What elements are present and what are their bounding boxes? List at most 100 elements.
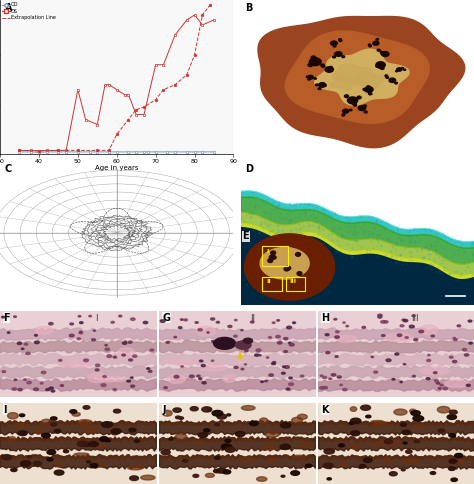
Ellipse shape <box>259 418 268 424</box>
Point <box>384 236 392 243</box>
Circle shape <box>343 109 348 113</box>
Circle shape <box>211 340 214 342</box>
Circle shape <box>384 439 392 444</box>
Point <box>299 222 307 230</box>
Point <box>377 242 385 249</box>
Circle shape <box>382 334 385 336</box>
Point <box>310 205 318 212</box>
Circle shape <box>175 416 181 419</box>
Circle shape <box>198 329 202 331</box>
Point <box>260 207 268 215</box>
Circle shape <box>47 450 56 454</box>
Point <box>420 255 428 263</box>
Circle shape <box>24 343 28 345</box>
Circle shape <box>150 349 154 351</box>
Point <box>396 251 404 258</box>
Circle shape <box>21 461 31 466</box>
Ellipse shape <box>96 445 105 448</box>
Point <box>353 237 361 244</box>
Point <box>299 231 306 239</box>
Ellipse shape <box>96 461 103 468</box>
Point <box>271 205 279 212</box>
Circle shape <box>80 331 82 333</box>
Circle shape <box>369 45 372 47</box>
Point <box>461 250 468 257</box>
Point <box>312 218 319 226</box>
Ellipse shape <box>128 466 143 470</box>
Point <box>259 212 267 220</box>
Point <box>296 230 303 238</box>
Circle shape <box>346 325 348 327</box>
Text: A: A <box>5 3 12 13</box>
Point <box>365 249 373 257</box>
Circle shape <box>327 478 331 480</box>
Circle shape <box>204 429 210 432</box>
Ellipse shape <box>445 380 468 387</box>
Circle shape <box>133 355 137 357</box>
Circle shape <box>369 92 372 95</box>
Point <box>309 210 317 218</box>
Ellipse shape <box>35 428 44 434</box>
Point <box>330 208 337 215</box>
Circle shape <box>269 337 272 338</box>
Circle shape <box>378 314 382 317</box>
Circle shape <box>385 75 388 76</box>
Circle shape <box>245 349 248 351</box>
Point <box>366 246 374 254</box>
Circle shape <box>215 456 220 459</box>
Ellipse shape <box>55 462 63 467</box>
Circle shape <box>223 470 231 474</box>
Point <box>243 211 250 218</box>
Circle shape <box>319 83 326 87</box>
Circle shape <box>190 407 198 411</box>
Point <box>316 217 324 225</box>
Circle shape <box>306 464 312 468</box>
Point <box>469 239 474 246</box>
Point <box>249 210 257 217</box>
Point <box>432 238 440 245</box>
Point <box>431 246 438 254</box>
Point <box>406 228 413 236</box>
Circle shape <box>228 325 232 328</box>
Point <box>469 249 474 257</box>
Circle shape <box>95 369 99 371</box>
Circle shape <box>352 102 356 105</box>
Circle shape <box>323 387 328 389</box>
Circle shape <box>128 359 133 361</box>
Point <box>241 198 249 206</box>
Point <box>351 237 358 244</box>
Point <box>374 238 382 246</box>
Circle shape <box>431 335 435 337</box>
Circle shape <box>380 67 384 69</box>
Point <box>273 222 281 229</box>
Point <box>424 250 431 257</box>
Ellipse shape <box>167 375 185 383</box>
Point <box>427 226 434 234</box>
Text: I: I <box>95 314 98 323</box>
Circle shape <box>363 88 366 91</box>
Point <box>314 224 322 232</box>
Point <box>377 241 384 249</box>
Point <box>418 246 426 254</box>
Circle shape <box>234 366 238 368</box>
Circle shape <box>281 423 291 428</box>
Point <box>393 227 401 234</box>
Point <box>410 244 418 252</box>
Point <box>291 204 299 212</box>
Circle shape <box>174 376 179 378</box>
Point <box>287 216 295 224</box>
Point <box>408 257 415 264</box>
Circle shape <box>111 321 114 323</box>
Bar <box>286 277 305 291</box>
Point <box>405 256 413 264</box>
Point <box>364 246 371 254</box>
Point <box>388 252 395 259</box>
Point <box>263 222 271 230</box>
Circle shape <box>397 68 402 71</box>
Circle shape <box>323 377 327 378</box>
Circle shape <box>404 69 406 70</box>
Circle shape <box>266 357 269 358</box>
Point <box>428 265 435 272</box>
Circle shape <box>276 335 280 338</box>
Point <box>456 236 464 244</box>
